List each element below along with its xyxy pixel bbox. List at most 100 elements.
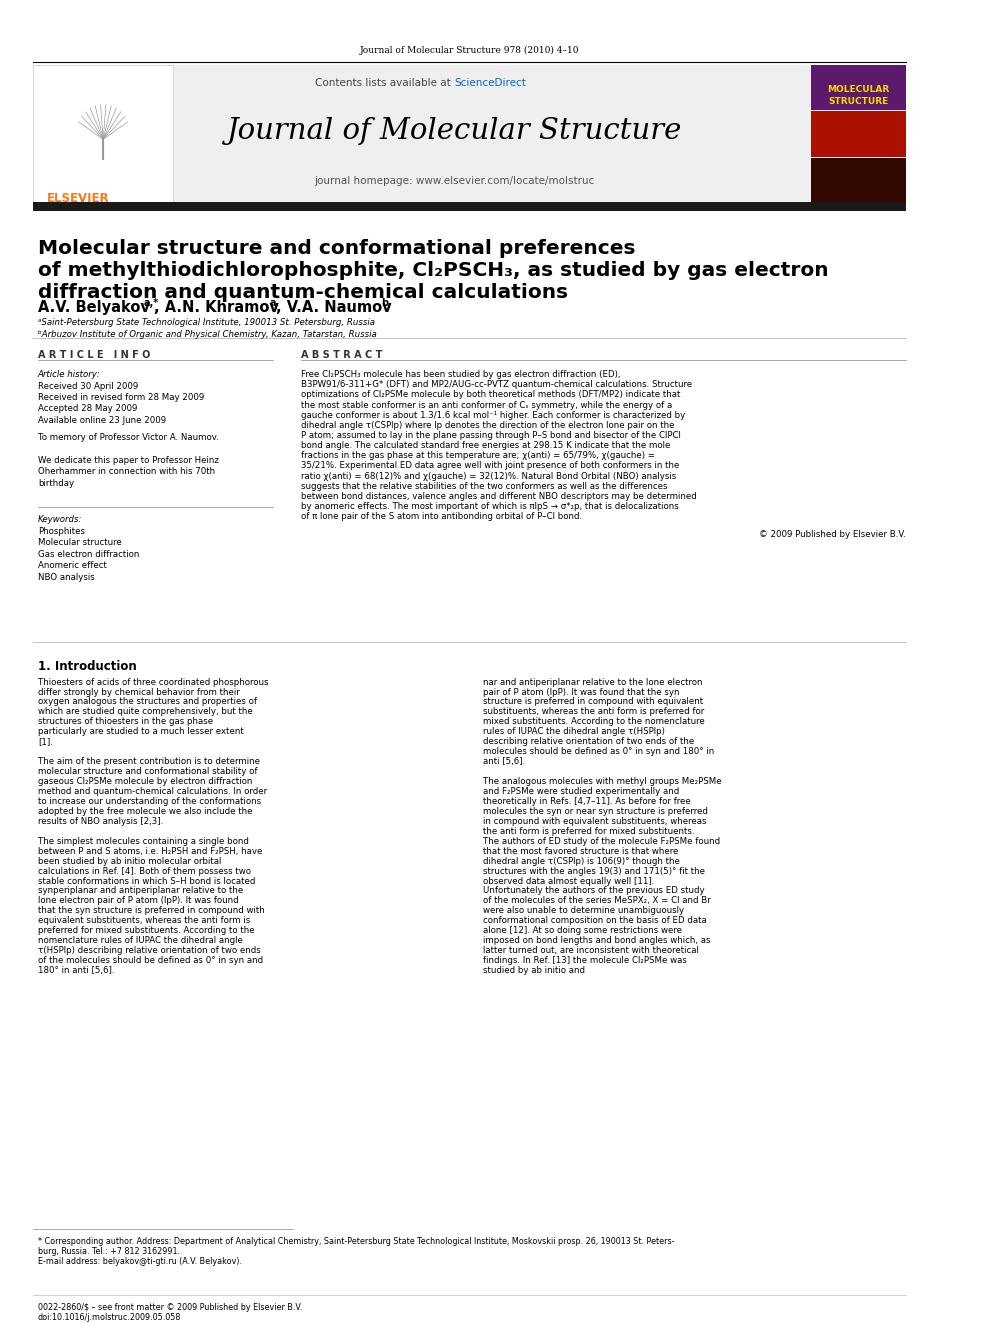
Text: molecules should be defined as 0° in syn and 180° in: molecules should be defined as 0° in syn…	[483, 747, 714, 757]
Text: of the molecules of the series MeSPX₂, X = Cl and Br: of the molecules of the series MeSPX₂, X…	[483, 897, 710, 905]
Text: the most stable conformer is an anti conformer of Cₛ symmetry, while the energy : the most stable conformer is an anti con…	[301, 401, 673, 410]
Text: by anomeric effects. The most important of which is πlpS → σ*₂p, that is delocal: by anomeric effects. The most important …	[301, 501, 679, 511]
Text: Journal of Molecular Structure: Journal of Molecular Structure	[227, 118, 682, 146]
Text: to increase our understanding of the conformations: to increase our understanding of the con…	[38, 796, 261, 806]
Text: particularly are studied to a much lesser extent: particularly are studied to a much lesse…	[38, 728, 244, 737]
Text: The aim of the present contribution is to determine: The aim of the present contribution is t…	[38, 757, 260, 766]
Text: anti [5,6].: anti [5,6].	[483, 757, 525, 766]
Text: between P and S atoms, i.e. H₂PSH and F₂PSH, have: between P and S atoms, i.e. H₂PSH and F₂…	[38, 847, 262, 856]
Text: Unfortunately the authors of the previous ED study: Unfortunately the authors of the previou…	[483, 886, 704, 896]
Text: pair of P atom (lpP). It was found that the syn: pair of P atom (lpP). It was found that …	[483, 688, 680, 696]
Text: [1].: [1].	[38, 737, 53, 746]
Text: structures of thioesters in the gas phase: structures of thioesters in the gas phas…	[38, 717, 213, 726]
Text: lone electron pair of P atom (lpP). It was found: lone electron pair of P atom (lpP). It w…	[38, 897, 238, 905]
Text: Molecular structure and conformational preferences: Molecular structure and conformational p…	[38, 238, 635, 258]
Text: gauche conformer is about 1.3/1.6 kcal mol⁻¹ higher. Each conformer is character: gauche conformer is about 1.3/1.6 kcal m…	[301, 410, 685, 419]
Bar	[811, 65, 906, 110]
Text: differ strongly by chemical behavior from their: differ strongly by chemical behavior fro…	[38, 688, 240, 696]
Text: preferred for mixed substituents. According to the: preferred for mixed substituents. Accord…	[38, 926, 255, 935]
Bar	[33, 65, 174, 204]
Text: The authors of ED study of the molecule F₂PSMe found: The authors of ED study of the molecule …	[483, 836, 720, 845]
Text: 180° in anti [5,6].: 180° in anti [5,6].	[38, 966, 114, 975]
Text: NBO analysis: NBO analysis	[38, 573, 94, 582]
Text: Available online 23 June 2009: Available online 23 June 2009	[38, 415, 166, 425]
Text: Journal of Molecular Structure 978 (2010) 4–10: Journal of Molecular Structure 978 (2010…	[360, 46, 579, 54]
Text: MOLECULAR: MOLECULAR	[827, 85, 890, 94]
Text: optimizations of Cl₂PSMe molecule by both theoretical methods (DFT/MP2) indicate: optimizations of Cl₂PSMe molecule by bot…	[301, 390, 681, 400]
Text: a,*: a,*	[144, 299, 159, 308]
Text: between bond distances, valence angles and different NBO descriptors may be dete: between bond distances, valence angles a…	[301, 492, 696, 501]
Text: ᵃSaint-Petersburg State Technological Institute, 190013 St. Petersburg, Russia: ᵃSaint-Petersburg State Technological In…	[38, 319, 375, 327]
Bar	[811, 159, 906, 204]
Bar	[811, 111, 906, 157]
Text: Oherhammer in connection with his 70th: Oherhammer in connection with his 70th	[38, 467, 215, 476]
Text: adopted by the free molecule we also include the: adopted by the free molecule we also inc…	[38, 807, 252, 816]
Text: Received in revised form 28 May 2009: Received in revised form 28 May 2009	[38, 393, 204, 402]
Text: a: a	[270, 299, 277, 308]
Bar	[33, 202, 906, 210]
Text: τ(HSPlp) describing relative orientation of two ends: τ(HSPlp) describing relative orientation…	[38, 946, 261, 955]
Text: oxygen analogous the structures and properties of: oxygen analogous the structures and prop…	[38, 697, 257, 706]
Text: Phosphites: Phosphites	[38, 527, 85, 536]
Text: of methylthiodichlorophosphite, Cl₂PSCH₃, as studied by gas electron: of methylthiodichlorophosphite, Cl₂PSCH₃…	[38, 261, 828, 279]
Text: findings. In Ref. [13] the molecule Cl₂PSMe was: findings. In Ref. [13] the molecule Cl₂P…	[483, 957, 686, 966]
Text: dihedral angle τ(CSPlp) where lp denotes the direction of the electron lone pair: dihedral angle τ(CSPlp) where lp denotes…	[301, 421, 675, 430]
Text: suggests that the relative stabilities of the two conformers as well as the diff: suggests that the relative stabilities o…	[301, 482, 668, 491]
Text: Gas electron diffraction: Gas electron diffraction	[38, 549, 139, 558]
Text: The analogous molecules with methyl groups Me₂PSMe: The analogous molecules with methyl grou…	[483, 777, 721, 786]
Text: and F₂PSMe were studied experimentally and: and F₂PSMe were studied experimentally a…	[483, 787, 680, 796]
Text: fractions in the gas phase at this temperature are; χ(anti) = 65/79%, χ(gauche) : fractions in the gas phase at this tempe…	[301, 451, 655, 460]
Text: dihedral angle τ(CSPlp) is 106(9)° though the: dihedral angle τ(CSPlp) is 106(9)° thoug…	[483, 857, 680, 865]
Text: gaseous Cl₂PSMe molecule by electron diffraction: gaseous Cl₂PSMe molecule by electron dif…	[38, 777, 252, 786]
Text: been studied by ab initio molecular orbital: been studied by ab initio molecular orbi…	[38, 857, 221, 865]
Text: substituents, whereas the anti form is preferred for: substituents, whereas the anti form is p…	[483, 708, 704, 717]
Text: observed data almost equally well [11].: observed data almost equally well [11].	[483, 877, 654, 885]
Text: equivalent substituents, whereas the anti form is: equivalent substituents, whereas the ant…	[38, 917, 250, 925]
Text: molecular structure and conformational stability of: molecular structure and conformational s…	[38, 767, 257, 777]
Text: b: b	[382, 299, 389, 308]
Text: To memory of Professor Victor A. Naumov.: To memory of Professor Victor A. Naumov.	[38, 433, 219, 442]
Text: nar and antiperiplanar relative to the lone electron: nar and antiperiplanar relative to the l…	[483, 677, 702, 687]
Text: ScienceDirect: ScienceDirect	[454, 78, 527, 87]
Text: structures with the angles 19(3) and 171(5)° fit the: structures with the angles 19(3) and 171…	[483, 867, 705, 876]
Text: The simplest molecules containing a single bond: The simplest molecules containing a sing…	[38, 836, 249, 845]
Text: ELSEVIER: ELSEVIER	[48, 192, 110, 205]
Text: We dedicate this paper to Professor Heinz: We dedicate this paper to Professor Hein…	[38, 456, 219, 464]
Text: were also unable to determine unambiguously: were also unable to determine unambiguou…	[483, 906, 683, 916]
Text: in compound with equivalent substituents, whereas: in compound with equivalent substituents…	[483, 816, 706, 826]
Text: Anomeric effect: Anomeric effect	[38, 561, 107, 570]
Text: Contents lists available at: Contents lists available at	[315, 78, 454, 87]
Text: Received 30 April 2009: Received 30 April 2009	[38, 381, 138, 390]
Text: structure is preferred in compound with equivalent: structure is preferred in compound with …	[483, 697, 703, 706]
Text: of π lone pair of the S atom into antibonding orbital of P–Cl bond.: of π lone pair of the S atom into antibo…	[301, 512, 582, 521]
Text: P atom; assumed to lay in the plane passing through P–S bond and bisector of the: P atom; assumed to lay in the plane pass…	[301, 431, 681, 441]
Text: synperiplanar and antiperiplanar relative to the: synperiplanar and antiperiplanar relativ…	[38, 886, 243, 896]
Text: of the molecules should be defined as 0° in syn and: of the molecules should be defined as 0°…	[38, 957, 263, 966]
Text: A.V. Belyakov: A.V. Belyakov	[38, 300, 150, 315]
Text: doi:10.1016/j.molstruc.2009.05.058: doi:10.1016/j.molstruc.2009.05.058	[38, 1314, 182, 1322]
Text: ratio χ(anti) = 68(12)% and χ(gauche) = 32(12)%. Natural Bond Orbital (NBO) anal: ratio χ(anti) = 68(12)% and χ(gauche) = …	[301, 471, 677, 480]
Text: the anti form is preferred for mixed substituents.: the anti form is preferred for mixed sub…	[483, 827, 694, 836]
Text: B3PW91/6-311+G* (DFT) and MP2/AUG-cc-PVTZ quantum-chemical calculations. Structu: B3PW91/6-311+G* (DFT) and MP2/AUG-cc-PVT…	[301, 380, 692, 389]
Text: STRUCTURE: STRUCTURE	[828, 97, 889, 106]
Text: stable conformations in which S–H bond is located: stable conformations in which S–H bond i…	[38, 877, 255, 885]
Text: 1. Introduction: 1. Introduction	[38, 660, 137, 672]
Text: conformational composition on the basis of ED data: conformational composition on the basis …	[483, 917, 706, 925]
Text: method and quantum-chemical calculations. In order: method and quantum-chemical calculations…	[38, 787, 267, 796]
Text: Article history:: Article history:	[38, 370, 100, 380]
Text: latter turned out, are inconsistent with theoretical: latter turned out, are inconsistent with…	[483, 946, 698, 955]
Text: © 2009 Published by Elsevier B.V.: © 2009 Published by Elsevier B.V.	[759, 531, 906, 540]
Text: which are studied quite comprehensively, but the: which are studied quite comprehensively,…	[38, 708, 253, 717]
Text: 0022-2860/$ – see front matter © 2009 Published by Elsevier B.V.: 0022-2860/$ – see front matter © 2009 Pu…	[38, 1303, 303, 1312]
Text: Thioesters of acids of three coordinated phosphorous: Thioesters of acids of three coordinated…	[38, 677, 269, 687]
Text: , V.A. Naumov: , V.A. Naumov	[277, 300, 392, 315]
Text: Accepted 28 May 2009: Accepted 28 May 2009	[38, 405, 137, 414]
Text: that the syn structure is preferred in compound with: that the syn structure is preferred in c…	[38, 906, 265, 916]
Text: molecules the syn or near syn structure is preferred: molecules the syn or near syn structure …	[483, 807, 707, 816]
Text: imposed on bond lengths and bond angles which, as: imposed on bond lengths and bond angles …	[483, 937, 710, 945]
Text: ᵇArbuzov Institute of Organic and Physical Chemistry, Kazan, Tatarstan, Russia: ᵇArbuzov Institute of Organic and Physic…	[38, 331, 377, 339]
Text: rules of IUPAC the dihedral angle τ(HSPlp): rules of IUPAC the dihedral angle τ(HSPl…	[483, 728, 665, 737]
Text: theoretically in Refs. [4,7–11]. As before for free: theoretically in Refs. [4,7–11]. As befo…	[483, 796, 690, 806]
Text: diffraction and quantum-chemical calculations: diffraction and quantum-chemical calcula…	[38, 283, 568, 302]
Text: , A.N. Khramov: , A.N. Khramov	[155, 300, 279, 315]
